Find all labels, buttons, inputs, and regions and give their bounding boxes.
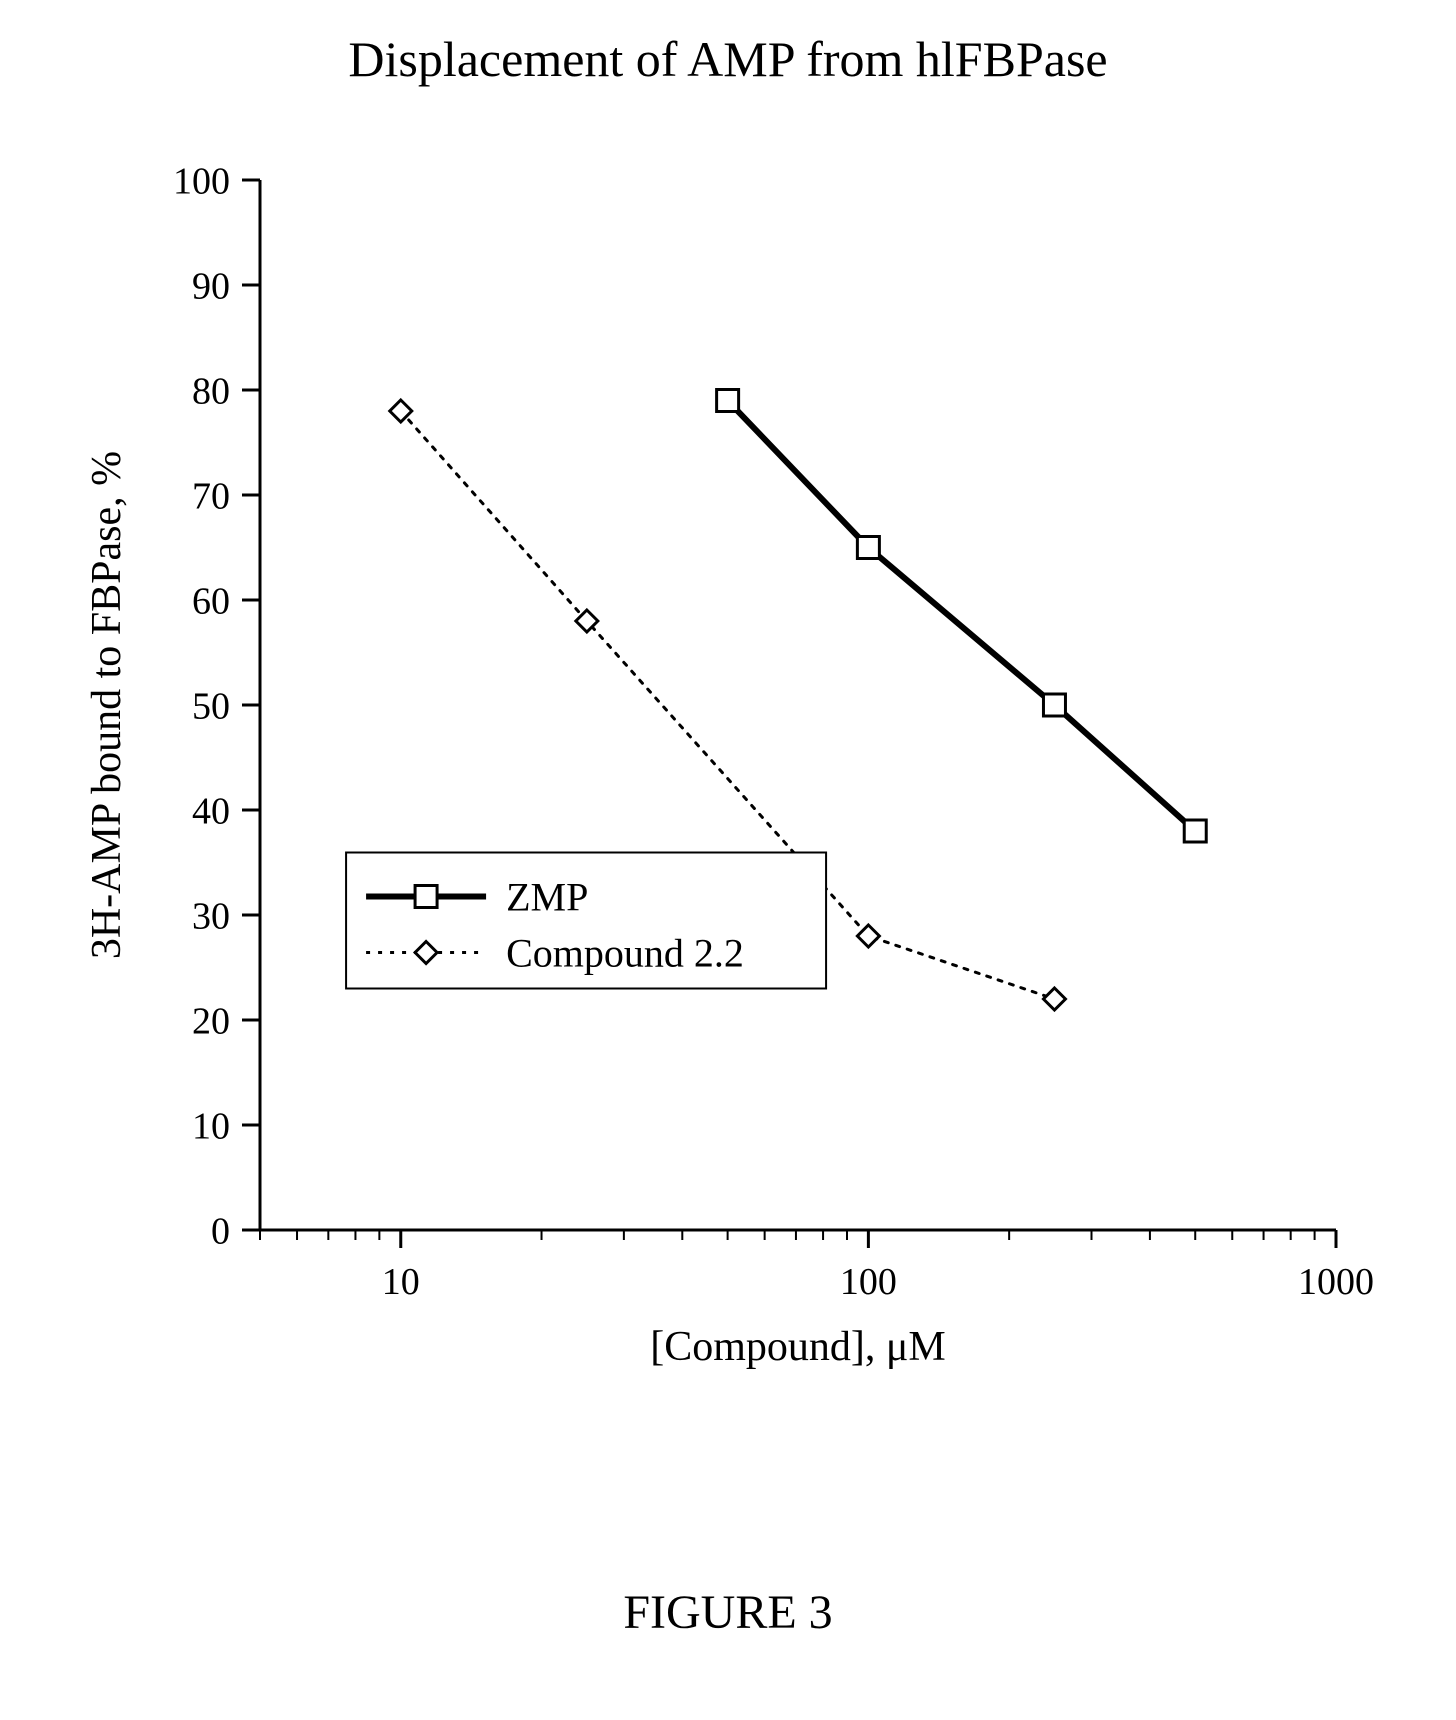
marker-square-icon xyxy=(1043,694,1065,716)
x-tick-label: 100 xyxy=(840,1261,897,1303)
marker-square-icon xyxy=(717,390,739,412)
chart-title: Displacement of AMP from hlFBPase xyxy=(0,30,1456,88)
chart-container: 0 10 20 30 40 50 60 70 80 90 100 10 100 1000 [Compound… xyxy=(60,150,1396,1450)
x-tick-label: 1000 xyxy=(1298,1261,1374,1303)
y-tick-label: 10 xyxy=(192,1105,230,1147)
y-tick-label: 80 xyxy=(192,370,230,412)
y-tick-label: 30 xyxy=(192,895,230,937)
y-tick-label: 0 xyxy=(211,1210,230,1252)
marker-square-icon xyxy=(857,537,879,559)
x-axis-label: [Compound], μM xyxy=(650,1324,946,1370)
y-axis-label: 3H-AMP bound to FBPase, % xyxy=(84,451,130,959)
y-tick-label: 50 xyxy=(192,685,230,727)
marker-diamond-icon xyxy=(1043,988,1065,1010)
y-tick-label: 100 xyxy=(173,160,230,202)
marker-diamond-icon xyxy=(857,925,879,947)
legend: ZMP Compound 2.2 xyxy=(346,853,826,989)
y-tick-label: 60 xyxy=(192,580,230,622)
y-tick-label: 70 xyxy=(192,475,230,517)
chart-svg: 0 10 20 30 40 50 60 70 80 90 100 10 100 1000 [Compound… xyxy=(60,150,1396,1450)
y-tick-label: 90 xyxy=(192,265,230,307)
legend-label: ZMP xyxy=(506,875,588,920)
x-tick-label: 10 xyxy=(382,1261,420,1303)
y-tick-label: 20 xyxy=(192,1000,230,1042)
legend-label: Compound 2.2 xyxy=(506,931,744,976)
marker-square-icon xyxy=(1184,820,1206,842)
figure-caption: FIGURE 3 xyxy=(0,1585,1456,1640)
page: Displacement of AMP from hlFBPase 0 10 20 3… xyxy=(0,0,1456,1720)
y-tick-label: 40 xyxy=(192,790,230,832)
series-line xyxy=(728,401,1196,832)
